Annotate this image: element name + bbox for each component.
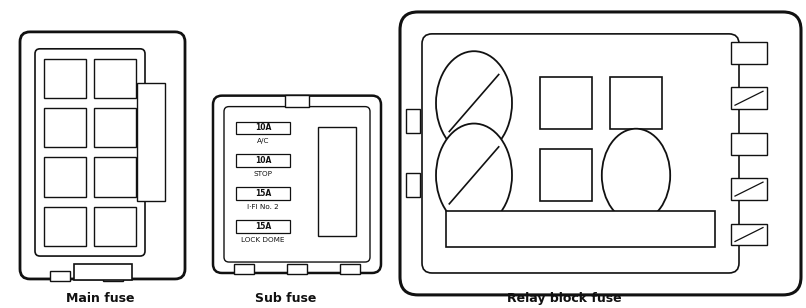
FancyBboxPatch shape	[400, 12, 801, 295]
Text: Main fuse: Main fuse	[67, 291, 135, 305]
Bar	[340, 264, 360, 274]
Bar	[731, 178, 767, 200]
Text: STOP: STOP	[254, 171, 272, 177]
Bar	[446, 211, 715, 247]
Bar	[94, 108, 136, 148]
Bar	[44, 207, 86, 246]
Bar	[94, 157, 136, 197]
Bar	[94, 207, 136, 246]
Text: 10A: 10A	[255, 156, 271, 165]
FancyBboxPatch shape	[20, 32, 185, 279]
Text: 15A: 15A	[255, 222, 271, 231]
Text: I·FI No. 2: I·FI No. 2	[247, 204, 279, 210]
FancyBboxPatch shape	[35, 49, 145, 256]
Bar	[540, 149, 592, 201]
Bar	[287, 264, 307, 274]
Bar	[236, 122, 290, 134]
Bar	[406, 173, 420, 197]
Bar	[610, 77, 662, 129]
Bar	[234, 264, 254, 274]
Bar	[44, 157, 86, 197]
FancyBboxPatch shape	[213, 96, 381, 273]
FancyBboxPatch shape	[422, 34, 739, 273]
Bar	[94, 59, 136, 98]
Bar	[102, 271, 123, 281]
Bar	[731, 42, 767, 64]
Bar	[731, 87, 767, 109]
Bar	[406, 109, 420, 133]
Bar	[236, 220, 290, 233]
Bar	[731, 224, 767, 245]
Bar	[73, 264, 131, 280]
Text: 15A: 15A	[255, 189, 271, 198]
Bar	[540, 77, 592, 129]
Text: A/C: A/C	[257, 138, 269, 144]
Bar	[44, 108, 86, 148]
Bar	[50, 271, 70, 281]
Bar	[236, 187, 290, 200]
Bar	[285, 95, 309, 107]
Bar	[318, 127, 356, 236]
Bar	[137, 83, 165, 201]
Bar	[236, 154, 290, 167]
Text: Relay block fuse: Relay block fuse	[507, 291, 621, 305]
Text: LOCK DOME: LOCK DOME	[241, 237, 285, 243]
FancyBboxPatch shape	[224, 107, 370, 262]
Ellipse shape	[436, 51, 512, 155]
Text: 10A: 10A	[255, 123, 271, 132]
Bar	[44, 59, 86, 98]
Ellipse shape	[436, 124, 512, 227]
Text: Sub fuse: Sub fuse	[256, 291, 317, 305]
Bar	[731, 133, 767, 155]
Ellipse shape	[602, 129, 671, 222]
